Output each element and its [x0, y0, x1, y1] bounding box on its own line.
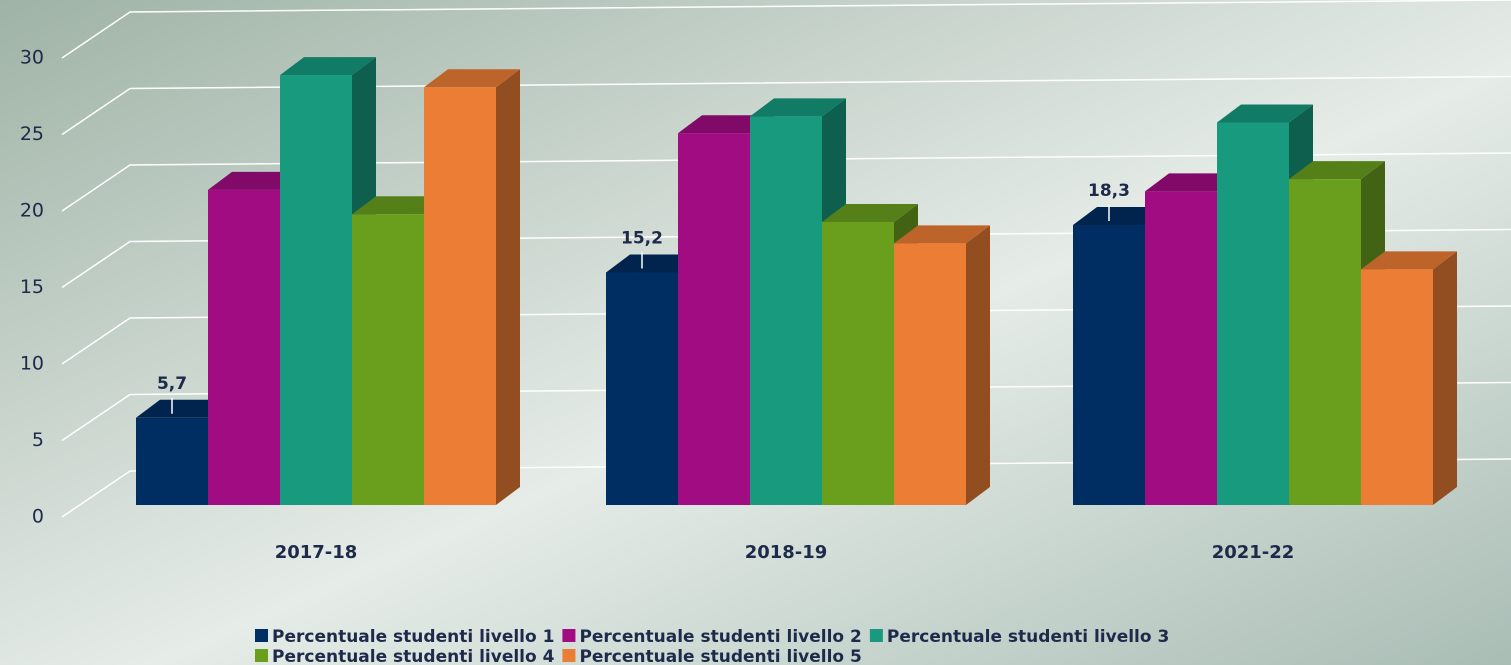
grid-line	[61, 228, 1511, 289]
legend-swatch	[255, 649, 268, 662]
bar-top	[1361, 251, 1457, 270]
bar	[1073, 225, 1145, 505]
legend-swatch	[869, 629, 883, 642]
grid-line	[61, 381, 1511, 442]
grid-line	[61, 458, 1511, 518]
bar	[208, 189, 280, 505]
bar	[1145, 191, 1217, 505]
bar	[1289, 179, 1361, 506]
bar	[424, 87, 496, 505]
grid-line	[61, 0, 1511, 59]
y-tick-label: 5	[32, 429, 44, 451]
value-label: 15,2	[621, 228, 663, 248]
bar-top	[894, 225, 990, 244]
grid: 0 5 10 15 20 25 30	[20, 0, 1511, 528]
bar-top	[424, 69, 520, 88]
x-tick-label: 2017-18	[275, 542, 358, 563]
x-tick-label: 2018-19	[745, 542, 828, 563]
legend-label: Percentuale studenti livello 1	[272, 627, 554, 647]
bar	[606, 272, 678, 505]
x-tick-label: 2021-22	[1212, 542, 1295, 563]
legend-label: Percentuale studenti livello 3	[887, 627, 1169, 647]
legend-swatch	[562, 649, 576, 662]
legend: Percentuale studenti livello 1 Percentual…	[255, 627, 1169, 665]
bar	[894, 243, 966, 505]
bar	[678, 133, 750, 505]
bar	[1361, 269, 1433, 505]
bar	[1217, 122, 1289, 505]
bar-top	[1289, 161, 1385, 180]
legend-label: Percentuale studenti livello 5	[579, 647, 861, 665]
bar-top	[822, 203, 918, 222]
bar	[750, 116, 822, 505]
bar-side	[496, 69, 520, 505]
value-label: 5,7	[157, 374, 187, 394]
value-label: 18,3	[1088, 181, 1130, 201]
bar-top	[750, 98, 846, 117]
legend-swatch	[562, 629, 576, 642]
y-tick-label: 10	[20, 353, 44, 375]
bar	[280, 75, 352, 505]
legend-label: Percentuale studenti livello 2	[579, 627, 861, 647]
grid-line	[61, 75, 1511, 136]
bar	[136, 417, 208, 505]
y-tick-label: 25	[20, 123, 44, 145]
y-tick-label: 0	[32, 506, 44, 528]
bar	[822, 221, 894, 505]
grid-line	[61, 152, 1511, 212]
bar-top	[1217, 104, 1313, 123]
y-tick-label: 30	[20, 47, 44, 69]
y-tick-label: 20	[20, 200, 44, 222]
bar-side	[1433, 251, 1457, 505]
y-tick-label: 15	[20, 276, 44, 298]
bar	[352, 214, 424, 506]
legend-label: Percentuale studenti livello 4	[272, 647, 555, 665]
grid-line	[61, 305, 1511, 365]
bars: 2017-18 2018-19 2021-22 5,7 15,2 18,3	[136, 57, 1457, 563]
bar-top	[280, 57, 376, 76]
bar-side	[966, 225, 990, 505]
legend-swatch	[255, 629, 268, 642]
